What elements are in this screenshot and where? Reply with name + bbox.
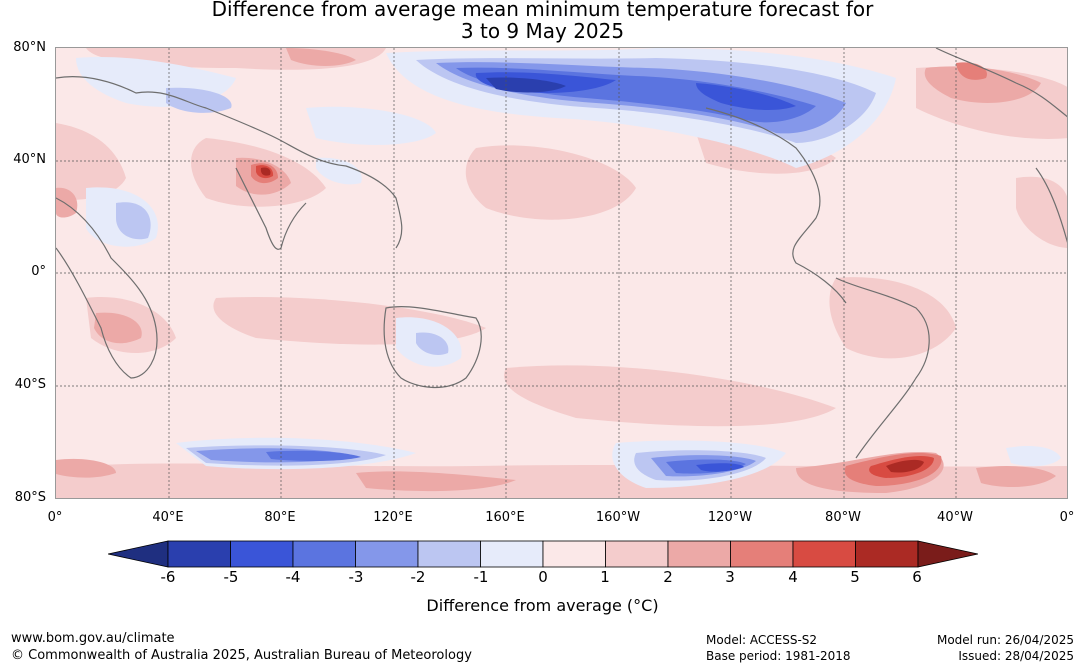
lon-label-160e: 160°E bbox=[485, 510, 525, 525]
colorbar-extend-high bbox=[917, 540, 978, 568]
colorbar-segment bbox=[792, 540, 856, 568]
title-line-2: 3 to 9 May 2025 bbox=[460, 19, 625, 43]
colorbar-segment bbox=[480, 540, 544, 568]
lon-label-0: 0° bbox=[47, 510, 63, 525]
lon-label-120e: 120°E bbox=[373, 510, 413, 525]
anomaly-map-svg bbox=[56, 48, 1067, 498]
colorbar bbox=[108, 540, 978, 568]
warm-patches-extreme bbox=[260, 167, 924, 473]
lon-label-40e: 40°E bbox=[152, 510, 184, 525]
colorbar-segment bbox=[355, 540, 419, 568]
colorbar-segment bbox=[667, 540, 731, 568]
colorbar-tick: -5 bbox=[223, 568, 239, 586]
graticule bbox=[56, 48, 1067, 498]
colorbar-segment bbox=[730, 540, 794, 568]
colorbar-tick: 5 bbox=[850, 568, 860, 586]
coastlines bbox=[56, 48, 1067, 459]
colorbar-tick: 3 bbox=[725, 568, 735, 586]
lat-label-40s: 40°S bbox=[14, 377, 46, 392]
colorbar-segment bbox=[417, 540, 481, 568]
footer-issued: Issued: 28/04/2025 bbox=[958, 649, 1074, 663]
colorbar-tick: -6 bbox=[160, 568, 176, 586]
colorbar-segment bbox=[167, 540, 231, 568]
colorbar-tick: -2 bbox=[410, 568, 426, 586]
colorbar-tick: -1 bbox=[473, 568, 489, 586]
lat-label-40n: 40°N bbox=[13, 152, 46, 167]
lon-label-40w: 40°W bbox=[937, 510, 973, 525]
footer-url: www.bom.gov.au/climate bbox=[11, 631, 175, 646]
map-title: Difference from average mean minimum tem… bbox=[0, 0, 1085, 42]
footer-base-period: Base period: 1981-2018 bbox=[706, 649, 851, 663]
lon-label-160w: 160°W bbox=[595, 510, 641, 525]
colorbar-label: Difference from average (°C) bbox=[426, 596, 659, 615]
colorbar-tick: 0 bbox=[538, 568, 548, 586]
colorbar-segment bbox=[855, 540, 919, 568]
lat-label-80s: 80°S bbox=[14, 490, 46, 505]
lon-label-80e: 80°E bbox=[264, 510, 296, 525]
colorbar-segment bbox=[542, 540, 606, 568]
lon-label-80w: 80°W bbox=[825, 510, 861, 525]
colorbar-segment bbox=[230, 540, 294, 568]
title-line-1: Difference from average mean minimum tem… bbox=[211, 0, 874, 21]
lon-label-120w: 120°W bbox=[707, 510, 753, 525]
colorbar-tick: 6 bbox=[912, 568, 922, 586]
colorbar-segment bbox=[292, 540, 356, 568]
footer-copyright: © Commonwealth of Australia 2025, Austra… bbox=[11, 648, 472, 663]
footer-model-run: Model run: 26/04/2025 bbox=[936, 633, 1074, 647]
lat-label-0: 0° bbox=[31, 264, 46, 279]
colorbar-tick: 4 bbox=[788, 568, 798, 586]
footer-model: Model: ACCESS-S2 bbox=[706, 633, 818, 647]
colorbar-tick: -3 bbox=[348, 568, 364, 586]
lat-label-80n: 80°N bbox=[13, 40, 46, 55]
colorbar-tick: 2 bbox=[663, 568, 673, 586]
lon-label-0-east: 0° bbox=[1059, 510, 1075, 525]
colorbar-segment bbox=[605, 540, 669, 568]
colorbar-extend-low bbox=[108, 540, 169, 568]
colorbar-tick: 1 bbox=[600, 568, 610, 586]
colorbar-tick: -4 bbox=[285, 568, 301, 586]
anomaly-map bbox=[55, 47, 1068, 499]
